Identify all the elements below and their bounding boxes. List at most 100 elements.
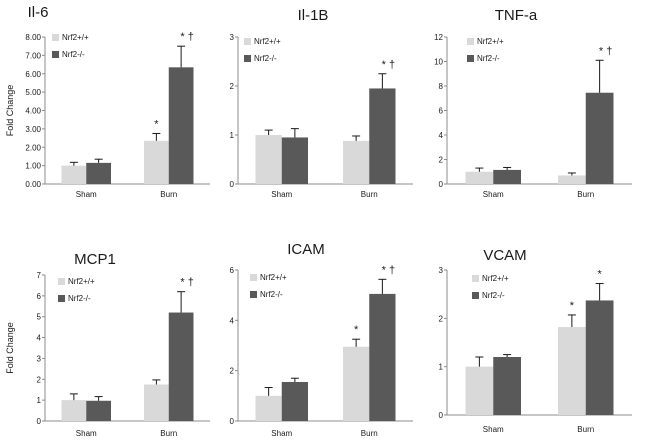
y-tick-label: 2 (230, 82, 235, 91)
y-tick-label: 12 (434, 33, 443, 42)
chart-panel-mcp1: 0 1 2 3 4 5 6 7 MCP1 Fold Change Sham * † Burn Nrf2+/… (5, 251, 210, 438)
x-category-label: Sham (483, 425, 504, 434)
y-tick-label: 1 (439, 363, 444, 372)
bar-Nrf2-sham (281, 381, 308, 421)
legend-swatch (244, 55, 251, 62)
legend-label: Nrf2+/+ (254, 37, 281, 46)
legend-label: Nrf2-/- (477, 54, 500, 63)
legend-label: Nrf2-/- (62, 50, 85, 59)
y-axis-label: Fold Change (5, 85, 15, 137)
y-tick-label: 6 (37, 292, 42, 301)
y-tick-label: 0 (439, 180, 444, 189)
y-tick-label: 0 (37, 417, 42, 426)
x-category-label: Sham (271, 190, 292, 199)
significance-marker: * † (599, 45, 612, 57)
bar-Nrf2-burn (144, 384, 169, 421)
bar-Nrf2-burn (369, 293, 396, 421)
significance-marker: * (154, 118, 159, 130)
chart-title: ICAM (287, 241, 325, 258)
legend-swatch (250, 274, 257, 281)
x-category-label: Sham (76, 429, 97, 438)
y-tick-label: 2.00 (25, 143, 41, 152)
chart-title: Il-1B (298, 7, 329, 24)
legend-label: Nrf2-/- (482, 291, 505, 300)
x-category-label: Sham (271, 429, 292, 438)
y-tick-label: 0 (439, 411, 444, 420)
bar-Nrf2-sham (493, 169, 521, 184)
significance-marker: * † (382, 264, 395, 276)
significance-marker: * † (180, 277, 193, 289)
bar-Nrf2-burn (558, 175, 586, 184)
y-tick-label: 1.00 (25, 162, 41, 171)
legend-swatch (58, 278, 65, 285)
chart-panel-vcam: 0 1 2 3 VCAM Sham * * Burn Nrf2+/+ Nrf2-/- (439, 247, 632, 434)
bar-Nrf2-sham (493, 357, 521, 415)
x-category-label: Burn (361, 190, 378, 199)
chart-title: TNF-a (495, 7, 538, 24)
bar-Nrf2-sham (281, 137, 308, 184)
chart-panel-il-6: 0.00 1.00 2.00 3.00 4.00 5.00 6.00 7.00 8.00 Il-6… (5, 4, 210, 199)
y-tick-label: 3 (37, 354, 42, 363)
bar-Nrf2-burn (585, 300, 614, 415)
x-category-label: Burn (160, 190, 177, 199)
legend-swatch (52, 34, 59, 41)
bar-Nrf2-burn (168, 67, 194, 184)
y-tick-label: 0.00 (25, 180, 41, 189)
legend-label: Nrf2+/+ (477, 37, 504, 46)
bar-Nrf2-burn (585, 92, 614, 184)
chart-panel-il-1b: 0 1 2 3 Il-1B Sham * † Burn Nrf2+/+ Nrf2-/- (230, 7, 413, 199)
x-category-label: Burn (160, 429, 177, 438)
bar-Nrf2-burn (369, 88, 396, 184)
chart-title: MCP1 (74, 251, 116, 268)
legend-label: Nrf2-/- (68, 294, 91, 303)
y-tick-label: 6.00 (25, 70, 41, 79)
bar-Nrf2-sham (86, 400, 111, 421)
legend-swatch (472, 292, 479, 299)
y-tick-label: 2 (37, 375, 42, 384)
y-tick-label: 8 (439, 82, 444, 91)
y-tick-label: 6 (439, 107, 444, 116)
y-tick-label: 2 (230, 367, 235, 376)
bar-Nrf2-burn (144, 140, 169, 184)
significance-marker: * (597, 269, 602, 281)
bar-Nrf2-sham (255, 135, 282, 184)
y-tick-label: 4 (230, 316, 235, 325)
y-tick-label: 2 (439, 156, 444, 165)
y-tick-label: 4 (439, 131, 444, 140)
bar-Nrf2-burn (558, 327, 586, 415)
significance-marker: * † (382, 59, 395, 71)
y-tick-label: 7.00 (25, 51, 41, 60)
y-tick-label: 0 (230, 417, 235, 426)
y-tick-label: 0 (230, 180, 235, 189)
y-tick-label: 5.00 (25, 88, 41, 97)
x-category-label: Burn (361, 429, 378, 438)
chart-title: Il-6 (28, 4, 49, 21)
y-tick-label: 10 (434, 58, 443, 67)
y-tick-label: 7 (37, 271, 42, 280)
bar-Nrf2-sham (465, 366, 494, 415)
chart-panel-tnf-a: 0 2 4 6 8 10 12 TNF-a Sham * † Burn Nrf2+/+ Nrf2-/- (434, 7, 632, 199)
bar-Nrf2-burn (168, 312, 194, 421)
x-category-label: Sham (483, 190, 504, 199)
legend-swatch (467, 55, 474, 62)
legend-label: Nrf2-/- (254, 54, 277, 63)
y-tick-label: 6 (230, 266, 235, 275)
chart-title: VCAM (483, 247, 526, 264)
bar-Nrf2-burn (343, 140, 370, 184)
bar-Nrf2-sham (255, 395, 282, 421)
bar-Nrf2-burn (343, 346, 370, 421)
y-tick-label: 8.00 (25, 33, 41, 42)
chart-panel-icam: 0 2 4 6 ICAM Sham * * † Burn Nrf2+/+ Nrf2-/- (230, 241, 413, 438)
legend-swatch (250, 291, 257, 298)
x-category-label: Burn (577, 190, 594, 199)
bar-Nrf2-sham (61, 165, 87, 184)
legend-swatch (58, 295, 65, 302)
y-tick-label: 3 (230, 33, 235, 42)
bar-Nrf2-sham (86, 162, 111, 184)
legend-swatch (472, 275, 479, 282)
bar-Nrf2-sham (61, 400, 87, 421)
legend-label: Nrf2-/- (260, 290, 283, 299)
y-axis-label: Fold Change (5, 322, 15, 374)
significance-marker: * † (180, 31, 193, 43)
